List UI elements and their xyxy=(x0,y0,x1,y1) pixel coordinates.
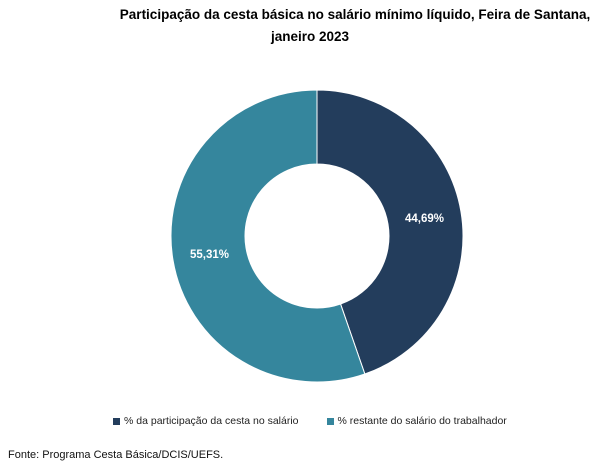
donut-slice-label-0: 44,69% xyxy=(405,213,444,225)
legend-item-cesta: % da participação da cesta no salário xyxy=(113,415,299,427)
donut-slice-1 xyxy=(170,89,366,383)
donut-slices xyxy=(170,89,464,383)
legend-swatch-restante xyxy=(326,417,334,425)
chart-title: Participação da cesta básica no salário … xyxy=(0,4,610,48)
legend-label-cesta: % da participação da cesta no salário xyxy=(124,415,299,427)
donut-slice-label-1: 55,31% xyxy=(190,249,229,261)
legend-item-restante: % restante do salário do trabalhador xyxy=(326,415,507,427)
legend-label-restante: % restante do salário do trabalhador xyxy=(337,415,507,427)
chart-title-line-2: janeiro 2023 xyxy=(270,29,350,44)
chart-title-line-1: Participação da cesta básica no salário … xyxy=(119,7,591,22)
chart-legend: % da participação da cesta no salário % … xyxy=(113,415,507,427)
source-note: Fonte: Programa Cesta Básica/DCIS/UEFS. xyxy=(8,449,224,461)
donut-slice-labels: 44,69% 55,31% xyxy=(190,213,444,261)
legend-swatch-cesta xyxy=(113,417,120,425)
donut-slice-0 xyxy=(316,89,464,375)
